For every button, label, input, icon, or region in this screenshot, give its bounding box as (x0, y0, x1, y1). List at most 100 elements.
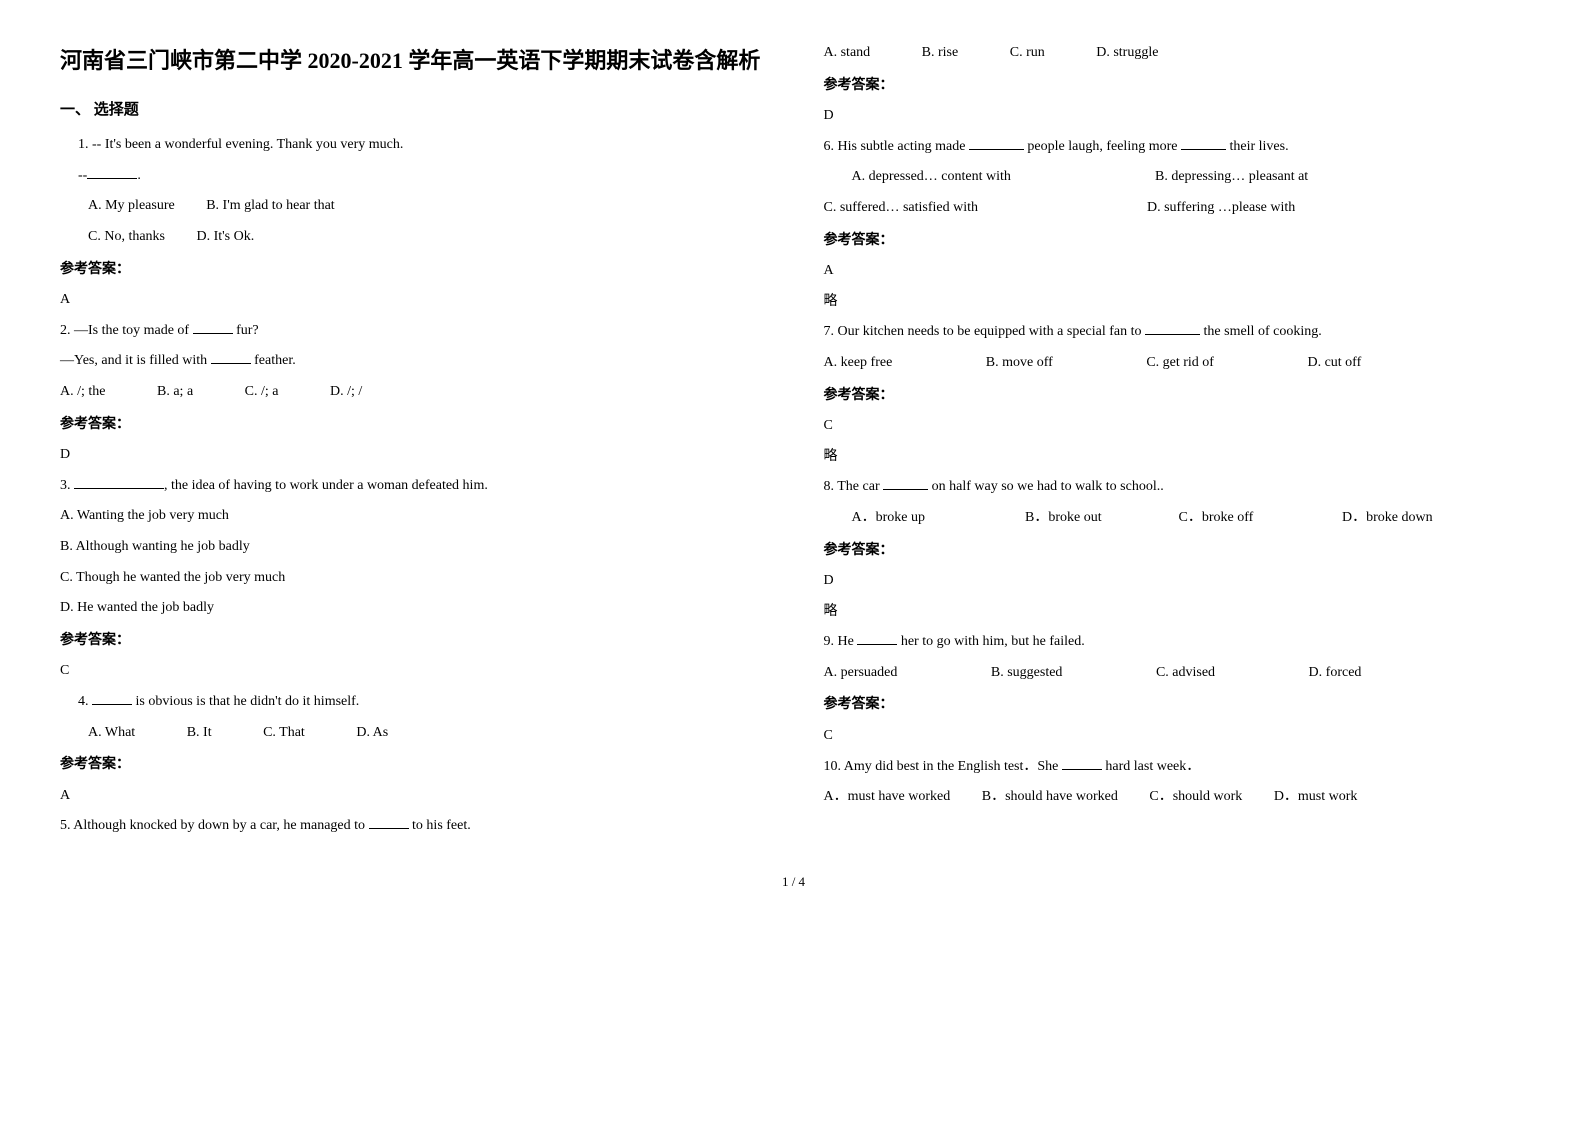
q10-stem-pre: 10. Amy did best in the English test．She (824, 759, 1062, 774)
q3-optC: C. Though he wanted the job very much (60, 565, 764, 592)
q5-stem-pre: 5. Although knocked by down by a car, he… (60, 818, 369, 833)
q1-optA: A. My pleasure (88, 193, 175, 220)
q6-stem: 6. His subtle acting made people laugh, … (824, 134, 1528, 161)
q4-optD: D. As (356, 720, 388, 747)
q1-ref-label: 参考答案： (60, 257, 764, 284)
q10-stem-post: hard last week． (1102, 759, 1200, 774)
q8-optD: D．broke down (1342, 510, 1433, 525)
section-heading: 一、 选择题 (60, 96, 764, 125)
q1-answer: A (60, 287, 764, 314)
q5-answer: D (824, 103, 1528, 130)
q8-optA: A．broke up (852, 505, 1022, 532)
q2-optD: D. /; / (330, 379, 362, 406)
q2-optA: A. /; the (60, 379, 106, 406)
q7-omit: 略 (824, 444, 1528, 471)
q8-opts: A．broke up B．broke out C．broke off D．bro… (824, 505, 1528, 532)
q9-ref-label: 参考答案： (824, 692, 1528, 719)
q1-opts-row2: C. No, thanks D. It's Ok. (60, 224, 764, 251)
q3-optB: B. Although wanting he job badly (60, 534, 764, 561)
page-number: 1 / 4 (60, 870, 1527, 895)
q8-ref-label: 参考答案： (824, 538, 1528, 565)
q1-stem-b: --. (60, 163, 764, 190)
blank (883, 477, 928, 491)
q8-omit: 略 (824, 599, 1528, 626)
blank (87, 165, 137, 179)
q9-stem-post: her to go with him, but he failed. (897, 634, 1084, 649)
q5-opts: A. stand B. rise C. run D. struggle (824, 40, 1528, 67)
page: 河南省三门峡市第二中学 2020-2021 学年高一英语下学期期末试卷含解析 一… (60, 40, 1527, 895)
q5-stem: 5. Although knocked by down by a car, he… (60, 813, 764, 840)
q2-stem-a-pre: 2. —Is the toy made of (60, 323, 193, 338)
q6-omit: 略 (824, 289, 1528, 316)
q7-stem-pre: 7. Our kitchen needs to be equipped with… (824, 324, 1146, 339)
q9-optC: C. advised (1156, 660, 1215, 687)
blank (1145, 322, 1200, 336)
q7-optA: A. keep free (824, 350, 893, 377)
q2-opts: A. /; the B. a; a C. /; a D. /; / (60, 379, 764, 406)
q4-stem: 4. is obvious is that he didn't do it hi… (60, 689, 764, 716)
q8-stem: 8. The car on half way so we had to walk… (824, 474, 1528, 501)
q2-optC: C. /; a (245, 379, 279, 406)
q7-ref-label: 参考答案： (824, 383, 1528, 410)
q5-stem-post: to his feet. (409, 818, 471, 833)
q6-stem-pre: 6. His subtle acting made (824, 139, 969, 154)
q6-answer: A (824, 258, 1528, 285)
q7-optD: D. cut off (1307, 350, 1361, 377)
q5-optD: D. struggle (1096, 40, 1158, 67)
q4-optC: C. That (263, 720, 305, 747)
blank (969, 136, 1024, 150)
content-columns: 河南省三门峡市第二中学 2020-2021 学年高一英语下学期期末试卷含解析 一… (60, 40, 1527, 840)
q8-stem-pre: 8. The car (824, 479, 884, 494)
blank (193, 320, 233, 334)
q10-optD: D．must work (1274, 784, 1358, 811)
q5-optB: B. rise (922, 40, 959, 67)
q4-optB: B. It (187, 720, 212, 747)
q4-answer: A (60, 783, 764, 810)
q2-stem-b-post: feather. (251, 353, 296, 368)
q3-stem: 3. , the idea of having to work under a … (60, 473, 764, 500)
q7-stem-post: the smell of cooking. (1200, 324, 1322, 339)
q7-opts: A. keep free B. move off C. get rid of D… (824, 350, 1528, 377)
q3-stem-pre: 3. (60, 478, 74, 493)
q9-opts: A. persuaded B. suggested C. advised D. … (824, 660, 1528, 687)
q3-optA: A. Wanting the job very much (60, 503, 764, 530)
q6-optB: B. depressing… pleasant at (1155, 169, 1308, 184)
q5-optC: C. run (1010, 40, 1045, 67)
blank (211, 351, 251, 365)
q10-optA: A．must have worked (824, 784, 951, 811)
q2-answer: D (60, 442, 764, 469)
blank (1062, 756, 1102, 770)
q10-optC: C．should work (1149, 784, 1242, 811)
q4-ref-label: 参考答案： (60, 752, 764, 779)
blank (92, 691, 132, 705)
q7-optC: C. get rid of (1146, 350, 1214, 377)
q8-optC: C．broke off (1179, 505, 1339, 532)
q1-stem-a: 1. -- It's been a wonderful evening. Tha… (60, 132, 764, 159)
q2-stem-a-post: fur? (233, 323, 259, 338)
q6-optD: D. suffering …please with (1147, 200, 1295, 215)
q1-optD: D. It's Ok. (197, 224, 255, 251)
q1-stem-b-dash: -- (78, 168, 87, 183)
q1-optB: B. I'm glad to hear that (206, 193, 335, 220)
q2-optB: B. a; a (157, 379, 193, 406)
q4-optA: A. What (88, 720, 135, 747)
q8-answer: D (824, 568, 1528, 595)
q2-stem-b-pre: —Yes, and it is filled with (60, 353, 211, 368)
q9-optA: A. persuaded (824, 660, 898, 687)
q6-stem-mid: people laugh, feeling more (1024, 139, 1181, 154)
q3-ref-label: 参考答案： (60, 628, 764, 655)
q1-opts-row1: A. My pleasure B. I'm glad to hear that (60, 193, 764, 220)
q6-opts-row1: A. depressed… content with B. depressing… (824, 164, 1528, 191)
q10-stem: 10. Amy did best in the English test．She… (824, 754, 1528, 781)
q7-stem: 7. Our kitchen needs to be equipped with… (824, 319, 1528, 346)
blank (369, 816, 409, 830)
q4-stem-post: is obvious is that he didn't do it himse… (132, 694, 359, 709)
doc-title: 河南省三门峡市第二中学 2020-2021 学年高一英语下学期期末试卷含解析 (60, 40, 764, 82)
q6-ref-label: 参考答案： (824, 228, 1528, 255)
q10-opts: A．must have worked B．should have worked … (824, 784, 1528, 811)
q3-stem-post: , the idea of having to work under a wom… (164, 478, 488, 493)
blank (74, 475, 164, 489)
q2-ref-label: 参考答案： (60, 412, 764, 439)
q4-stem-pre: 4. (78, 694, 92, 709)
q2-stem-b: —Yes, and it is filled with feather. (60, 348, 764, 375)
